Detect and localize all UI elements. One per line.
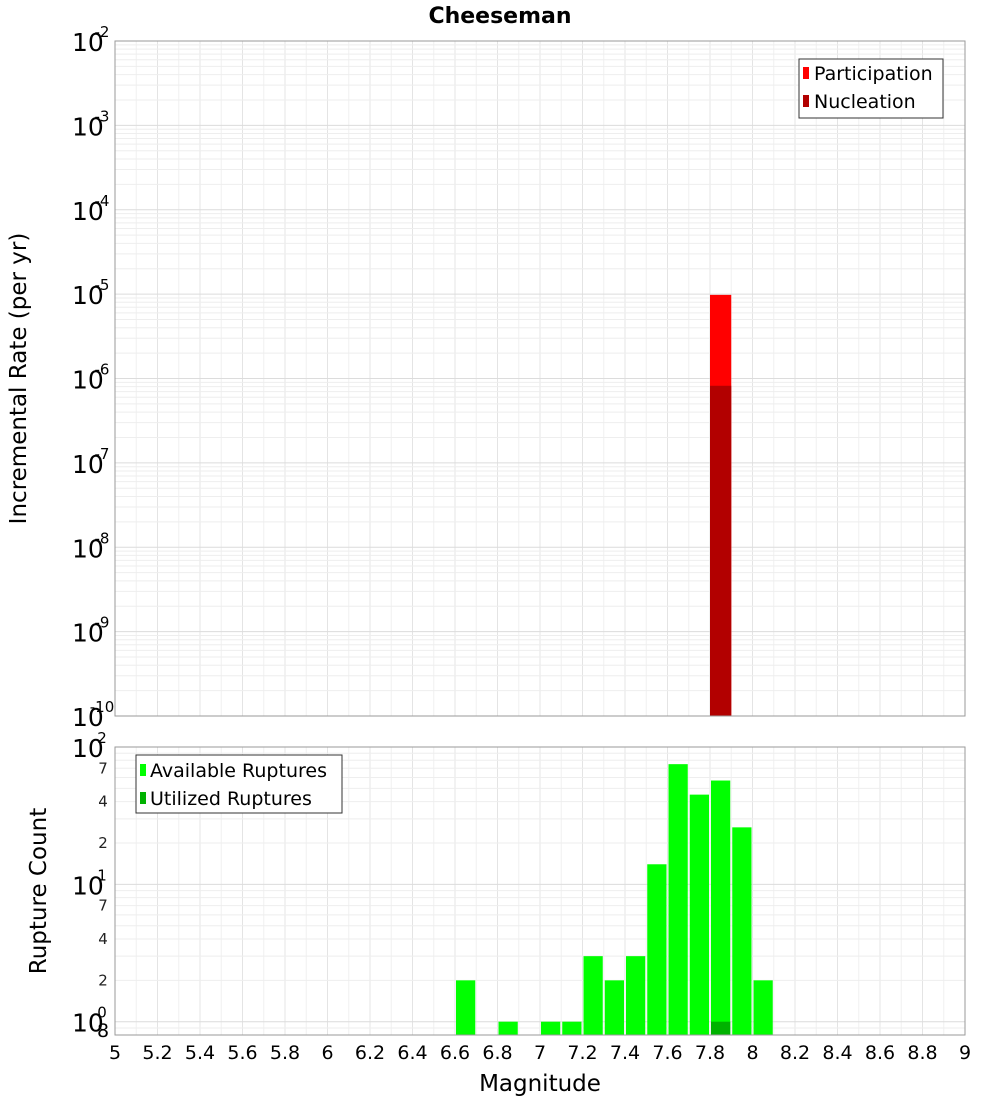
magnitude-x-tick-label: 6 — [321, 1042, 333, 1064]
rate-y-tick-exponent: -5 — [95, 276, 110, 294]
count-y-tick-label: 10 — [72, 1009, 104, 1038]
available-ruptures-bar — [583, 956, 603, 1035]
rate-y-tick-exponent: -3 — [95, 107, 110, 125]
magnitude-x-tick-label: 6.6 — [440, 1042, 470, 1064]
count-legend-swatch — [140, 764, 146, 776]
available-ruptures-bar — [753, 980, 773, 1035]
rate-y-tick-exponent: -2 — [95, 23, 110, 41]
available-ruptures-bar — [711, 780, 731, 1035]
count-y-tick-label: 10 — [72, 871, 104, 900]
magnitude-x-tick-label: 8.6 — [865, 1042, 895, 1064]
rate-y-tick-label: 10 — [72, 281, 104, 310]
rate-y-tick-label: 10 — [72, 112, 104, 141]
count-legend-box — [135, 754, 343, 814]
available-ruptures-bar — [626, 956, 646, 1035]
rate-y-tick-label: 10 — [72, 28, 104, 57]
count-y-tick-exponent: 0 — [97, 1004, 107, 1022]
magnitude-x-tick-label: 7.2 — [567, 1042, 597, 1064]
rate-y-tick-exponent: -6 — [95, 361, 110, 379]
rate-legend-swatch — [803, 67, 809, 79]
rate-y-tick-exponent: -8 — [95, 529, 110, 547]
magnitude-x-tick-label: 8 — [746, 1042, 758, 1064]
magnitude-x-tick-label: 7 — [534, 1042, 546, 1064]
count-y-tick-exponent: 2 — [97, 729, 107, 747]
magnitude-x-tick-label: 5.4 — [185, 1042, 215, 1064]
available-ruptures-bar — [456, 980, 476, 1035]
available-ruptures-bar — [498, 1021, 518, 1035]
rate-y-tick-label: 10 — [72, 450, 104, 479]
rate-y-tick-label: 10 — [72, 619, 104, 648]
count-y-minor-tick-label: 7 — [98, 759, 108, 777]
magnitude-x-tick-label: 7.4 — [610, 1042, 640, 1064]
magnitude-x-tick-label: 5 — [109, 1042, 121, 1064]
rate-legend-box — [798, 58, 944, 119]
available-ruptures-bar — [689, 794, 709, 1035]
rate-y-tick-exponent: -10 — [90, 698, 115, 716]
rate-y-tick-exponent: -4 — [95, 192, 110, 210]
rate-y-tick-exponent: -7 — [95, 445, 110, 463]
magnitude-x-tick-label: 7.6 — [652, 1042, 682, 1064]
rate-legend: Participation Nucleation — [798, 58, 944, 119]
count-y-tick-exponent: 1 — [97, 866, 107, 884]
count-legend: Available Ruptures Utilized Ruptures — [135, 754, 343, 814]
count-y-minor-tick-label: 2 — [98, 834, 108, 852]
count-y-minor-tick-label: 8 — [97, 1020, 109, 1042]
magnitude-x-tick-label: 5.8 — [270, 1042, 300, 1064]
nucleation-bar — [710, 385, 732, 716]
count-plot-frame — [114, 746, 966, 1036]
available-ruptures-bar — [541, 1021, 561, 1035]
rate-y-tick-label: 10 — [72, 703, 104, 732]
available-ruptures-bar — [668, 764, 688, 1035]
utilized-ruptures-bar — [711, 1021, 731, 1035]
count-legend-swatch — [140, 792, 146, 804]
available-ruptures-bar — [604, 980, 624, 1035]
rate-legend-label: Participation — [814, 63, 933, 85]
count-y-minor-tick-label: 4 — [98, 793, 108, 811]
rate-plot-frame — [114, 40, 966, 717]
rate-y-tick-label: 10 — [72, 366, 104, 395]
count-y-minor-tick-label: 4 — [98, 930, 108, 948]
rate-y-tick-exponent: -9 — [95, 614, 110, 632]
count-y-minor-tick-label: 7 — [98, 897, 108, 915]
magnitude-x-tick-label: 8.2 — [780, 1042, 810, 1064]
rate-y-tick-label: 10 — [72, 534, 104, 563]
chart-title: Cheeseman — [428, 4, 571, 29]
magnitude-x-axis-label: Magnitude — [479, 1071, 601, 1097]
rate-y-axis-label: Incremental Rate (per yr) — [6, 233, 32, 525]
magnitude-x-tick-label: 8.4 — [822, 1042, 852, 1064]
magnitude-x-tick-label: 6.8 — [482, 1042, 512, 1064]
magnitude-x-tick-label: 8.8 — [907, 1042, 937, 1064]
count-legend-label: Available Ruptures — [150, 760, 327, 782]
rate-legend-label: Nucleation — [814, 91, 916, 113]
magnitude-x-tick-label: 7.8 — [695, 1042, 725, 1064]
magnitude-x-tick-label: 5.6 — [227, 1042, 257, 1064]
count-y-minor-tick-label: 2 — [98, 971, 108, 989]
available-ruptures-bar — [647, 864, 667, 1035]
magnitude-x-tick-label: 6.2 — [355, 1042, 385, 1064]
count-y-axis-label: Rupture Count — [26, 808, 52, 974]
rate-y-tick-label: 10 — [72, 197, 104, 226]
count-y-tick-label: 10 — [72, 734, 104, 763]
available-ruptures-bar — [562, 1021, 582, 1035]
available-ruptures-bar — [732, 827, 752, 1035]
rate-legend-swatch — [803, 95, 809, 107]
magnitude-x-tick-label: 6.4 — [397, 1042, 427, 1064]
magnitude-x-tick-label: 5.2 — [142, 1042, 172, 1064]
count-legend-label: Utilized Ruptures — [150, 788, 312, 810]
magnitude-x-tick-label: 9 — [959, 1042, 971, 1064]
